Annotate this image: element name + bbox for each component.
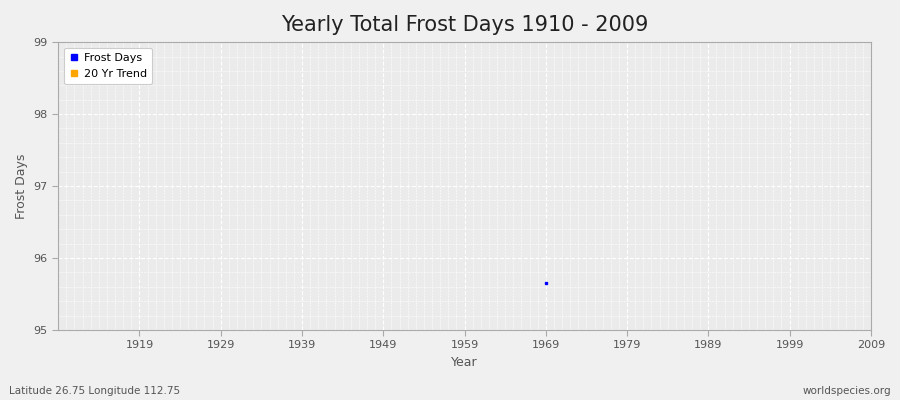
Y-axis label: Frost Days: Frost Days (15, 153, 28, 219)
Title: Yearly Total Frost Days 1910 - 2009: Yearly Total Frost Days 1910 - 2009 (281, 15, 648, 35)
Text: Latitude 26.75 Longitude 112.75: Latitude 26.75 Longitude 112.75 (9, 386, 180, 396)
Text: worldspecies.org: worldspecies.org (803, 386, 891, 396)
X-axis label: Year: Year (451, 356, 478, 369)
Legend: Frost Days, 20 Yr Trend: Frost Days, 20 Yr Trend (64, 48, 152, 84)
